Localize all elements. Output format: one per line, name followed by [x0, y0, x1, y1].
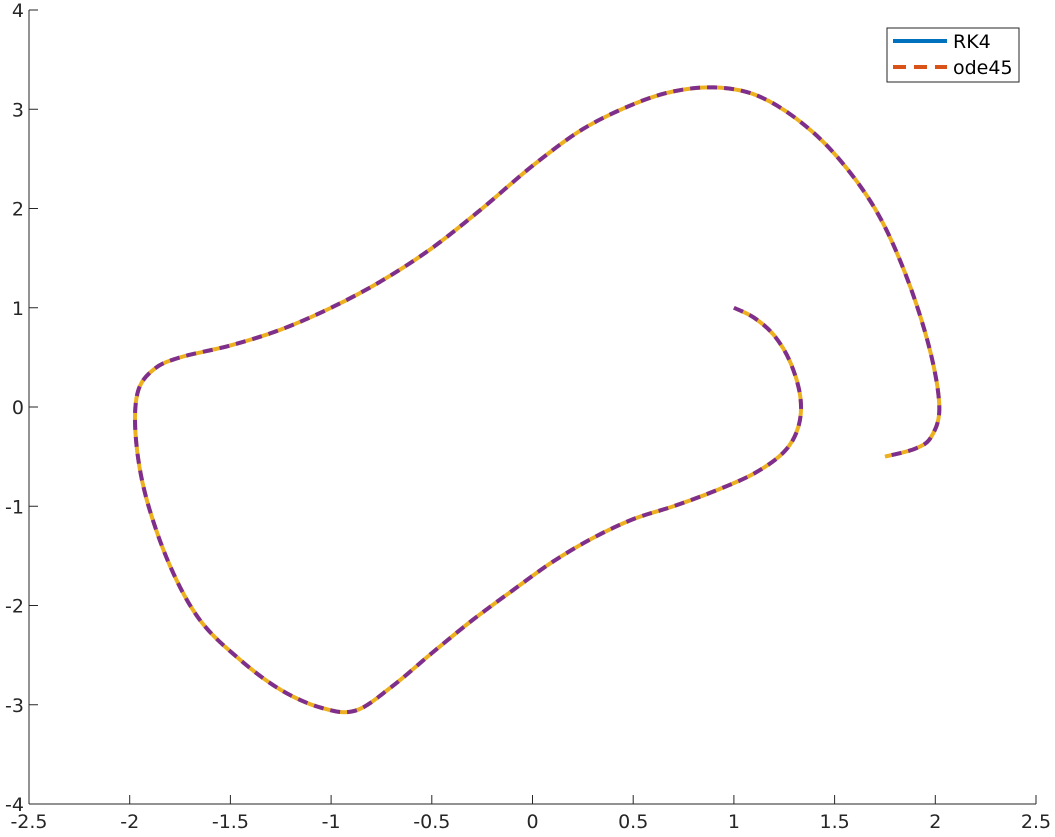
x-tick-label: 1: [728, 811, 740, 833]
plot-area: [132, 85, 942, 715]
x-tick-label: 2.5: [1021, 811, 1051, 833]
y-tick-label: 3: [12, 99, 24, 121]
legend-box: [886, 27, 1020, 83]
legend-label: ode45: [953, 57, 1013, 79]
x-tick-label: -0.5: [413, 811, 450, 833]
y-tick-label: -3: [5, 695, 24, 717]
x-tick-label: 1.5: [819, 811, 849, 833]
legend-label: RK4: [953, 31, 991, 53]
x-tick-label: -1: [322, 811, 341, 833]
y-tick-label: -2: [5, 596, 24, 618]
y-tick-label: 2: [12, 199, 24, 221]
y-tick-label: -1: [5, 496, 24, 518]
x-tick-label: 0: [526, 811, 538, 833]
y-tick-label: 4: [12, 0, 24, 22]
legend: RK4 ode45: [886, 27, 1020, 83]
series-line-3: [132, 85, 942, 715]
x-tick-label: -2.5: [10, 811, 47, 833]
y-tick-label: 1: [12, 298, 24, 320]
x-tick-label: -1.5: [212, 811, 249, 833]
x-tick-label: -2: [120, 811, 139, 833]
x-tick-label: 0.5: [618, 811, 648, 833]
y-tick-label: -4: [5, 794, 24, 816]
x-tick-label: 2: [929, 811, 941, 833]
series-line-2: [132, 85, 942, 715]
y-tick-label: 0: [12, 397, 24, 419]
axes: -2.5 -2 -1.5 -1 -0.5 0 0.5 1 1.5 2 2.5 -4 -3 -2 -1 0 1 2 3…: [5, 0, 1051, 833]
